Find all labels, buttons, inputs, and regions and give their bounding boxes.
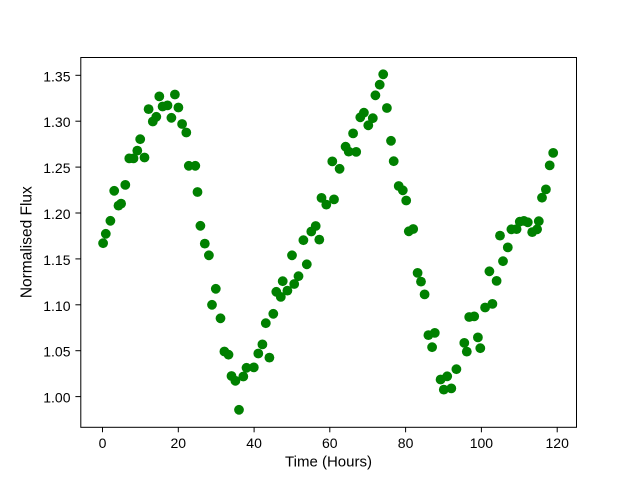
svg-text:40: 40	[246, 435, 262, 451]
svg-text:1.15: 1.15	[43, 252, 70, 268]
svg-text:Time (Hours): Time (Hours)	[285, 454, 372, 471]
svg-text:120: 120	[546, 435, 570, 451]
svg-text:60: 60	[322, 435, 338, 451]
svg-text:100: 100	[470, 435, 494, 451]
svg-text:Normalised Flux: Normalised Flux	[19, 186, 36, 298]
svg-text:80: 80	[398, 435, 414, 451]
svg-text:0: 0	[99, 435, 107, 451]
svg-text:1.00: 1.00	[43, 390, 70, 406]
svg-text:1.05: 1.05	[43, 344, 70, 360]
svg-text:1.30: 1.30	[43, 114, 70, 130]
svg-text:20: 20	[171, 435, 187, 451]
svg-text:1.35: 1.35	[43, 68, 70, 84]
svg-text:1.25: 1.25	[43, 160, 70, 176]
svg-text:1.20: 1.20	[43, 206, 70, 222]
svg-text:1.10: 1.10	[43, 298, 70, 314]
